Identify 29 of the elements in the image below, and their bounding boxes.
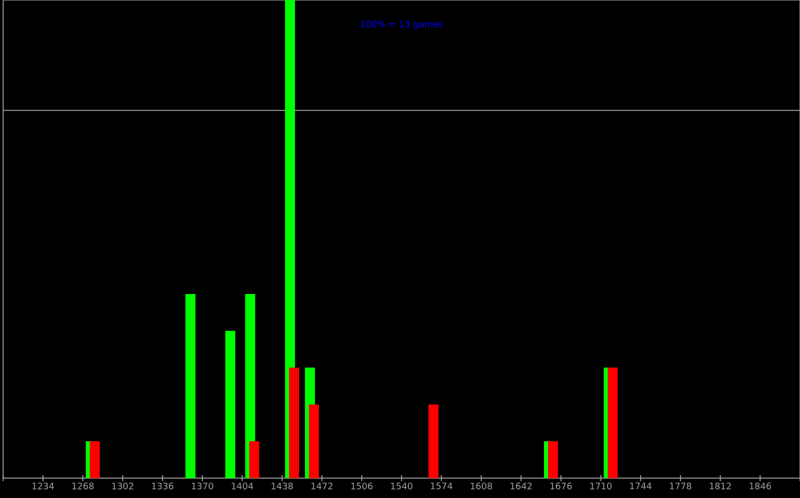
bar [548, 441, 558, 478]
x-tick-label: 1608 [470, 482, 492, 490]
bar [608, 368, 618, 478]
x-tick-label: 1846 [750, 482, 771, 490]
x-tick-label: 1540 [391, 482, 412, 490]
bar [289, 368, 299, 478]
x-tick-label: 1744 [630, 482, 652, 490]
x-tick-label: 1336 [152, 482, 174, 490]
x-tick-label: 1268 [72, 482, 94, 490]
bar [308, 404, 319, 478]
bar [90, 441, 100, 478]
bar [428, 404, 438, 478]
annotation: 100% = 13 games [360, 20, 443, 30]
x-tick-label: 1234 [32, 482, 54, 490]
x-tick-label: 1472 [311, 482, 332, 490]
x-tick-label: 1710 [590, 482, 612, 490]
x-tick-label: 1404 [232, 482, 254, 490]
x-tick-label: 1506 [351, 482, 373, 490]
x-tick-label: 1574 [430, 482, 452, 490]
bar [225, 330, 236, 478]
bar [185, 294, 196, 478]
x-tick-label: 1302 [112, 482, 134, 490]
x-tick-label: 1370 [192, 482, 214, 490]
x-tick-label: 1812 [710, 482, 731, 490]
x-tick-label: 1778 [670, 482, 692, 490]
bar [249, 441, 260, 478]
x-tick-label: 1642 [510, 482, 532, 490]
x-tick-label: 1438 [272, 482, 293, 490]
x-tick-label: 1676 [550, 482, 572, 490]
